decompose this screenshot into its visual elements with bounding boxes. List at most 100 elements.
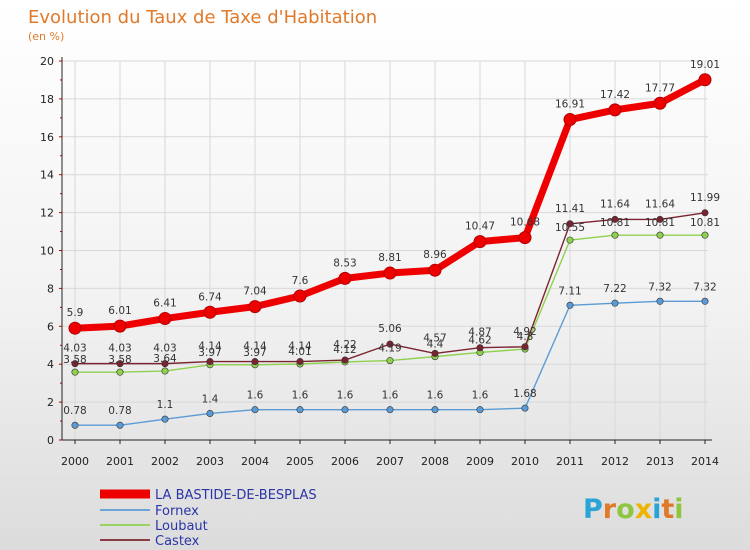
data-label: 3.58 — [108, 354, 131, 366]
brand-letter: P — [583, 494, 603, 525]
data-label: 10.55 — [555, 222, 585, 234]
data-point — [563, 113, 577, 127]
brand-letter: x — [635, 494, 652, 525]
data-point — [473, 235, 487, 249]
x-tick-label: 2004 — [241, 455, 269, 468]
data-point — [431, 406, 439, 414]
data-label: 4.87 — [468, 327, 491, 339]
data-label: 3.58 — [63, 354, 86, 366]
x-tick-label: 2003 — [196, 455, 224, 468]
data-label: 0.78 — [108, 405, 131, 417]
data-point — [431, 349, 439, 357]
data-label: 17.42 — [600, 89, 630, 101]
legend-label: Fornex — [155, 504, 199, 519]
y-tick-label: 4 — [47, 358, 54, 371]
data-label: 4.14 — [288, 341, 312, 353]
y-tick-label: 6 — [47, 320, 54, 333]
data-label: 10.81 — [645, 217, 675, 229]
data-label: 4.03 — [108, 343, 131, 355]
data-point — [566, 220, 574, 228]
data-label: 7.22 — [603, 283, 626, 295]
data-label: 1.4 — [202, 393, 219, 405]
axes: 0 2 4 6 8 10 12 14 16 18 20 2000 2001 2002 2003 2004 200… — [40, 55, 719, 468]
data-point — [653, 96, 667, 110]
data-point — [251, 358, 259, 366]
data-label: 3.97 — [198, 347, 221, 359]
data-point — [158, 312, 172, 326]
data-label: 7.6 — [292, 275, 309, 287]
data-point — [386, 357, 394, 365]
brand-text: Proxiti — [583, 494, 684, 525]
grid-lines — [62, 60, 708, 440]
data-label: 0.78 — [63, 405, 86, 417]
data-point — [71, 360, 79, 368]
data-label: 4.92 — [513, 326, 536, 338]
data-label: 1.68 — [513, 388, 536, 400]
data-label: 4.8 — [517, 331, 534, 343]
data-label: 10.81 — [690, 217, 720, 229]
data-label: 4.03 — [63, 343, 86, 355]
y-tick-label: 2 — [47, 396, 54, 409]
data-label: 16.91 — [555, 99, 585, 111]
data-label: 1.1 — [157, 399, 174, 411]
y-tick-label: 14 — [40, 169, 54, 182]
data-label: 4.19 — [378, 343, 401, 355]
y-tick-label: 20 — [40, 55, 54, 68]
chart-title: Evolution du Taux de Taxe d'Habitation — [28, 7, 377, 28]
data-label: 6.01 — [108, 305, 131, 317]
data-point — [383, 266, 397, 280]
legend-label: Castex — [155, 534, 200, 549]
data-label: 1.6 — [337, 390, 354, 402]
data-label: 17.77 — [645, 82, 675, 94]
brand-letter: o — [616, 494, 635, 525]
data-label: 3.64 — [153, 353, 177, 365]
data-label: 1.6 — [247, 390, 264, 402]
data-label: 8.81 — [378, 252, 401, 264]
data-label: 4.12 — [333, 344, 356, 356]
data-label: 1.6 — [472, 390, 489, 402]
data-point — [656, 231, 664, 239]
x-tick-label: 2005 — [286, 455, 314, 468]
y-tick-label: 16 — [40, 131, 54, 144]
data-point — [113, 319, 127, 333]
data-point — [611, 231, 619, 239]
data-label: 4.4 — [427, 339, 444, 351]
data-label: 1.6 — [292, 390, 309, 402]
data-label: 4.01 — [288, 346, 311, 358]
x-tick-label: 2000 — [61, 455, 89, 468]
data-label: 4.14 — [243, 341, 267, 353]
data-point — [701, 297, 709, 305]
data-point — [161, 367, 169, 375]
data-label: 8.96 — [423, 249, 447, 261]
data-label: 11.99 — [690, 192, 720, 204]
data-point — [701, 231, 709, 239]
data-point — [611, 299, 619, 307]
data-point — [476, 344, 484, 352]
data-point — [341, 406, 349, 414]
x-tick-label: 2002 — [151, 455, 179, 468]
data-label: 7.32 — [693, 281, 716, 293]
data-label: 6.41 — [153, 298, 176, 310]
data-label: 1.6 — [427, 390, 444, 402]
data-point — [521, 343, 529, 351]
legend-label: Loubaut — [155, 519, 208, 534]
data-label: 7.32 — [648, 281, 671, 293]
data-point — [341, 356, 349, 364]
brand-letter: i — [674, 494, 683, 525]
data-label: 10.47 — [465, 221, 495, 233]
data-point — [611, 215, 619, 223]
data-label: 6.74 — [198, 291, 222, 303]
data-label: 10.68 — [510, 217, 540, 229]
data-point — [116, 368, 124, 376]
data-point — [203, 305, 217, 319]
x-tick-label: 2013 — [646, 455, 674, 468]
x-tick-label: 2006 — [331, 455, 359, 468]
x-tick-label: 2001 — [106, 455, 134, 468]
data-point — [476, 406, 484, 414]
data-point — [206, 358, 214, 366]
data-point — [566, 301, 574, 309]
data-point — [71, 421, 79, 429]
data-label: 4.22 — [333, 339, 356, 351]
y-tick-label: 0 — [47, 434, 54, 447]
